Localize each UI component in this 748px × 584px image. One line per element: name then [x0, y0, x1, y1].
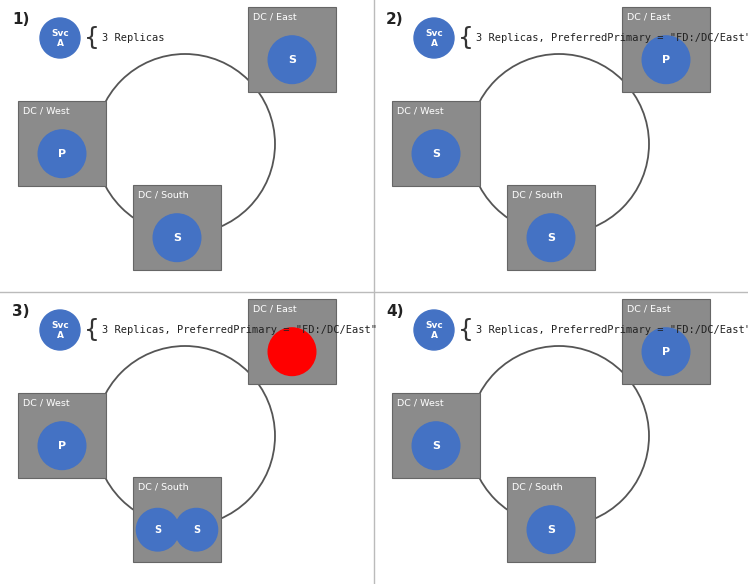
Text: DC / West: DC / West	[397, 106, 444, 115]
Text: A: A	[57, 40, 64, 48]
Circle shape	[38, 422, 86, 470]
Text: DC / East: DC / East	[627, 12, 671, 21]
Text: DC / West: DC / West	[397, 398, 444, 407]
Text: DC / South: DC / South	[512, 190, 562, 199]
FancyBboxPatch shape	[507, 477, 595, 562]
Circle shape	[269, 328, 316, 376]
Text: {: {	[84, 318, 100, 342]
Text: S: S	[432, 149, 440, 159]
FancyBboxPatch shape	[18, 101, 106, 186]
FancyBboxPatch shape	[248, 299, 336, 384]
Text: S: S	[173, 232, 181, 243]
Text: DC / South: DC / South	[138, 190, 188, 199]
Text: {: {	[84, 26, 100, 50]
Text: P: P	[662, 55, 670, 65]
Text: 2): 2)	[386, 12, 404, 27]
Circle shape	[153, 214, 200, 262]
FancyBboxPatch shape	[622, 299, 710, 384]
Text: DC / East: DC / East	[627, 304, 671, 313]
Text: 3 Replicas, PreferredPrimary = "FD:/DC/East": 3 Replicas, PreferredPrimary = "FD:/DC/E…	[476, 325, 748, 335]
Text: Svc: Svc	[51, 29, 69, 37]
Text: {: {	[458, 26, 474, 50]
Text: S: S	[547, 524, 555, 535]
Text: {: {	[458, 318, 474, 342]
Text: DC / South: DC / South	[512, 482, 562, 491]
Text: S: S	[288, 55, 296, 65]
Text: S: S	[547, 232, 555, 243]
Text: P: P	[662, 347, 670, 357]
FancyBboxPatch shape	[622, 7, 710, 92]
Text: S: S	[154, 524, 162, 535]
FancyBboxPatch shape	[133, 185, 221, 270]
Text: 1): 1)	[12, 12, 29, 27]
Circle shape	[643, 36, 690, 84]
FancyBboxPatch shape	[133, 477, 221, 562]
Text: S: S	[193, 524, 200, 535]
Circle shape	[643, 328, 690, 376]
Circle shape	[40, 310, 80, 350]
Text: P: P	[58, 149, 66, 159]
Text: 3): 3)	[12, 304, 29, 319]
FancyBboxPatch shape	[392, 101, 480, 186]
FancyBboxPatch shape	[248, 7, 336, 92]
Text: Svc: Svc	[425, 29, 443, 37]
Text: 3 Replicas, PreferredPrimary = "FD:/DC/East": 3 Replicas, PreferredPrimary = "FD:/DC/E…	[102, 325, 377, 335]
Text: DC / East: DC / East	[253, 12, 297, 21]
Circle shape	[136, 509, 179, 551]
Circle shape	[38, 130, 86, 178]
Text: A: A	[431, 40, 438, 48]
Text: DC / South: DC / South	[138, 482, 188, 491]
Text: A: A	[431, 332, 438, 340]
Circle shape	[412, 422, 460, 470]
Text: 4): 4)	[386, 304, 403, 319]
FancyBboxPatch shape	[507, 185, 595, 270]
Text: S: S	[432, 441, 440, 451]
Text: P: P	[58, 441, 66, 451]
Circle shape	[175, 509, 218, 551]
Circle shape	[269, 36, 316, 84]
Text: DC / West: DC / West	[23, 106, 70, 115]
FancyBboxPatch shape	[392, 393, 480, 478]
Text: DC / West: DC / West	[23, 398, 70, 407]
Circle shape	[414, 310, 454, 350]
Circle shape	[527, 506, 574, 554]
Text: 3 Replicas, PreferredPrimary = "FD:/DC/East": 3 Replicas, PreferredPrimary = "FD:/DC/E…	[476, 33, 748, 43]
Circle shape	[412, 130, 460, 178]
Text: DC / East: DC / East	[253, 304, 297, 313]
Circle shape	[40, 18, 80, 58]
Text: Svc: Svc	[51, 321, 69, 329]
FancyBboxPatch shape	[18, 393, 106, 478]
Text: A: A	[57, 332, 64, 340]
Text: 3 Replicas: 3 Replicas	[102, 33, 165, 43]
Circle shape	[414, 18, 454, 58]
Text: Svc: Svc	[425, 321, 443, 329]
Circle shape	[527, 214, 574, 262]
